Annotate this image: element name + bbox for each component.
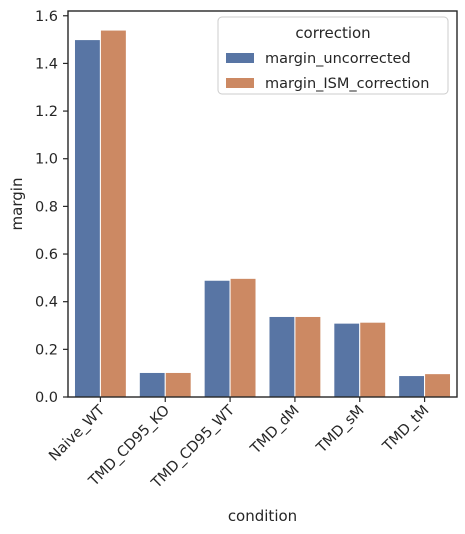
bar-margin_uncorrected-Naive_WT: [73, 39, 101, 398]
y-tick-label: 0.6: [35, 247, 58, 263]
bar-margin_ISM_correction-TMD_CD95_WT: [229, 277, 257, 398]
y-tick-label: 0.0: [35, 390, 58, 406]
y-tick-label: 1.6: [35, 9, 58, 25]
y-axis-ticks: 0.0 0.2 0.4 0.6 0.8 1.0 1.2 1.4 1.6: [35, 9, 68, 406]
legend-swatch-margin_ISM_correction: [226, 78, 254, 88]
y-tick-label: 1.0: [35, 152, 58, 168]
plot-frame: [67, 10, 458, 398]
bar-margin_ISM_correction-TMD_dM: [294, 315, 322, 398]
bar-margin_ISM_correction-TMD_sM: [359, 321, 387, 398]
legend-title: correction: [295, 24, 370, 42]
legend-swatch-margin_uncorrected: [226, 53, 254, 63]
x-tick-label: TMD_tM: [379, 403, 432, 456]
bar-margin_ISM_correction-TMD_tM: [424, 373, 452, 398]
y-tick-label: 0.8: [35, 199, 58, 215]
x-tick-label: TMD_sM: [313, 403, 367, 457]
y-tick-label: 0.2: [35, 342, 58, 358]
bar-margin_ISM_correction-TMD_CD95_KO: [164, 371, 192, 398]
bars-layer: [73, 29, 452, 398]
legend-label: margin_ISM_correction: [265, 76, 430, 92]
bar-margin_uncorrected-TMD_sM: [333, 322, 361, 398]
bar-margin_uncorrected-TMD_dM: [268, 315, 296, 398]
bar-margin_uncorrected-TMD_CD95_WT: [203, 279, 231, 398]
x-axis-label: condition: [228, 507, 297, 525]
legend-box: [217, 16, 449, 95]
bar-margin_uncorrected-TMD_tM: [398, 375, 426, 398]
x-tick-label: Naive_WT: [46, 402, 108, 464]
legend-label: margin_uncorrected: [265, 51, 411, 67]
y-tick-label: 1.4: [35, 56, 58, 72]
x-tick-label: TMD_dM: [247, 403, 303, 459]
legend: correction margin_uncorrected margin_ISM_…: [217, 16, 449, 95]
bar-margin_uncorrected-TMD_CD95_KO: [138, 371, 166, 398]
y-tick-label: 1.2: [35, 104, 58, 120]
bar-margin_ISM_correction-Naive_WT: [99, 29, 127, 398]
y-axis-label: margin: [8, 178, 26, 231]
legend-items: margin_uncorrected margin_ISM_correction: [226, 51, 430, 92]
y-tick-label: 0.4: [35, 295, 58, 311]
